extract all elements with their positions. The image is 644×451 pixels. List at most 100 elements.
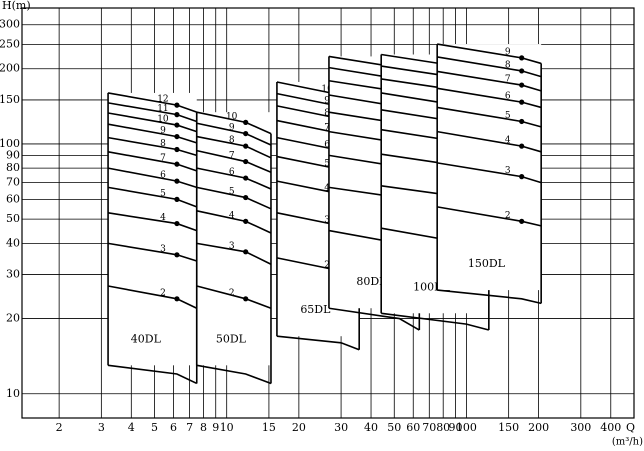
stage-label: 7 [505, 75, 511, 85]
x-tick-label: 8 [200, 421, 207, 434]
x-tick-label: 60 [406, 421, 420, 434]
family-label: 40DL [131, 332, 162, 345]
rated-point [174, 296, 180, 302]
rated-point [174, 161, 180, 167]
y-tick-label: 100 [0, 137, 20, 150]
stage-label: 8 [229, 136, 235, 146]
rated-point [519, 174, 525, 180]
stage-label: 8 [505, 60, 511, 70]
stage-label: 6 [160, 171, 166, 181]
rated-point [243, 194, 249, 201]
stage-label: 9 [229, 123, 235, 133]
x-tick-label: 90 [448, 421, 462, 434]
lower-boundary [381, 312, 490, 331]
rated-point [243, 175, 249, 181]
rated-point [519, 99, 525, 105]
y-tick-label: 150 [0, 93, 20, 106]
x-tick-label: 5 [151, 421, 158, 434]
y-tick-label: 200 [0, 62, 20, 75]
rated-point [174, 178, 180, 184]
x-tick-label: 15 [262, 421, 276, 434]
x-tick-label: 20 [292, 421, 306, 434]
x-tick-label: 3 [98, 421, 105, 434]
stage-label: 4 [505, 136, 511, 146]
plot-frame [21, 7, 635, 419]
stage-label: 11 [157, 104, 168, 114]
lower-boundary [328, 307, 420, 331]
rated-point [243, 249, 249, 255]
stage-label: 7 [229, 151, 235, 161]
stage-label: 12 [157, 95, 168, 105]
x-tick-label: 200 [528, 421, 549, 434]
stage-label: 2 [505, 211, 511, 221]
rated-point [243, 296, 249, 302]
stage-label: 9 [505, 47, 511, 57]
stage-label: 5 [229, 187, 235, 197]
rated-point [243, 130, 249, 137]
y-tick-label: 30 [6, 268, 20, 281]
rated-point [174, 196, 180, 202]
y-axis-label: H(m) [2, 0, 31, 12]
x-tick-label: 400 [600, 421, 621, 434]
x-tick-label: 6 [170, 421, 177, 434]
rated-point [519, 143, 525, 149]
stage-label: 5 [324, 159, 330, 169]
rated-point [243, 143, 249, 149]
stage-label: 4 [160, 213, 166, 223]
stage-label: 10 [321, 84, 333, 94]
rated-point [174, 252, 180, 258]
stage-label: 8 [324, 108, 330, 118]
rated-point [174, 112, 180, 118]
lower-boundary [276, 335, 360, 351]
x-tick-label: 150 [498, 421, 519, 434]
family-background [108, 92, 197, 366]
y-tick-label: 80 [6, 161, 20, 174]
x-tick-label: 9 [212, 421, 219, 434]
x-tick-label: 30 [334, 421, 348, 434]
rated-point [519, 118, 525, 125]
stage-label: 9 [324, 96, 330, 106]
family-background [196, 112, 271, 366]
rated-point [519, 82, 525, 88]
rated-point [519, 68, 525, 74]
y-tick-label: 40 [6, 236, 20, 249]
stage-label: 5 [160, 189, 166, 199]
stage-label: 8 [160, 139, 166, 149]
rated-point [174, 122, 180, 128]
x-tick-label: 70 [422, 421, 436, 434]
rated-point [174, 146, 180, 153]
x-axis-unit: (m³/h) [612, 437, 643, 448]
family-label: 80DL [356, 275, 387, 288]
stage-label: 2 [160, 288, 166, 298]
x-tick-label: 40 [364, 421, 378, 434]
family-background [437, 44, 542, 291]
stage-label: 10 [157, 115, 169, 125]
x-tick-label: 2 [56, 421, 63, 434]
stage-label: 10 [226, 112, 238, 122]
stage-label: 2 [229, 288, 235, 298]
x-tick-label: 7 [186, 421, 193, 434]
stage-label: 5 [505, 111, 511, 121]
y-tick-label: 300 [0, 18, 20, 31]
lower-boundary [107, 364, 198, 385]
rated-point [519, 55, 525, 61]
rated-point [243, 119, 249, 125]
y-tick-label: 10 [6, 387, 20, 400]
stage-label: 2 [324, 261, 330, 271]
stage-label: 4 [229, 211, 235, 221]
stage-label: 3 [324, 215, 330, 225]
x-axis-label: Q [626, 421, 635, 434]
stage-label: 9 [160, 126, 166, 136]
stage-label: 3 [229, 241, 235, 251]
rated-point [174, 102, 180, 108]
rated-point [243, 218, 249, 224]
family-label: 150DL [468, 257, 506, 270]
x-tick-label: 4 [128, 421, 135, 434]
stage-label: 3 [160, 244, 166, 254]
lower-boundary [196, 364, 272, 385]
rated-point [519, 218, 525, 224]
x-tick-label: 100 [456, 421, 477, 434]
stage-label: 7 [324, 123, 330, 133]
rated-point [174, 133, 180, 140]
